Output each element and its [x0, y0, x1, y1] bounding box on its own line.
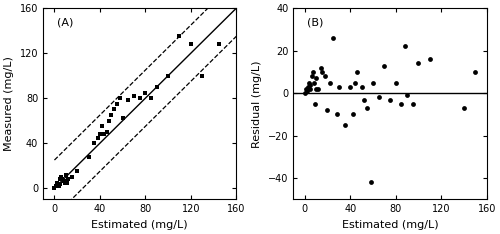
Point — [304, 85, 312, 89]
X-axis label: Estimated (mg/L): Estimated (mg/L) — [92, 220, 188, 230]
Point — [380, 64, 388, 67]
Point — [116, 96, 124, 100]
Point — [124, 99, 132, 102]
Point — [113, 102, 121, 106]
Point — [414, 62, 422, 65]
Point — [52, 181, 60, 184]
Point — [329, 36, 337, 40]
Point — [55, 184, 63, 188]
Y-axis label: Residual (mg/L): Residual (mg/L) — [252, 60, 262, 148]
Point — [460, 106, 468, 110]
Point — [303, 89, 311, 93]
Point — [348, 113, 356, 116]
Point — [401, 44, 409, 48]
Point — [312, 87, 320, 91]
Point — [301, 91, 309, 95]
Point — [324, 108, 332, 112]
Point — [102, 130, 110, 134]
Point — [318, 70, 326, 74]
X-axis label: Estimated (mg/L): Estimated (mg/L) — [342, 220, 438, 230]
Y-axis label: Measured (mg/L): Measured (mg/L) — [4, 56, 14, 151]
Point — [84, 155, 92, 159]
Text: (B): (B) — [307, 18, 324, 28]
Point — [98, 124, 106, 128]
Point — [346, 85, 354, 89]
Point — [56, 177, 64, 181]
Point — [353, 70, 361, 74]
Point — [68, 175, 76, 179]
Point — [198, 74, 206, 77]
Point — [366, 181, 374, 184]
Point — [153, 85, 161, 89]
Point — [105, 119, 113, 123]
Point — [136, 96, 143, 100]
Point — [108, 113, 116, 117]
Point — [176, 34, 184, 38]
Point — [147, 96, 155, 100]
Point — [142, 91, 150, 94]
Point — [311, 102, 319, 106]
Point — [100, 132, 108, 136]
Point — [58, 175, 66, 179]
Point — [426, 57, 434, 61]
Point — [90, 141, 98, 145]
Point — [364, 106, 372, 110]
Point — [164, 74, 172, 77]
Point — [130, 94, 138, 98]
Point — [326, 81, 334, 84]
Point — [60, 179, 68, 183]
Point — [360, 98, 368, 101]
Point — [54, 183, 62, 187]
Point — [335, 85, 343, 89]
Point — [340, 123, 348, 127]
Point — [312, 77, 320, 80]
Point — [64, 177, 72, 181]
Point — [63, 181, 71, 184]
Point — [62, 173, 70, 176]
Point — [398, 102, 406, 106]
Point — [110, 108, 118, 111]
Point — [60, 181, 68, 184]
Point — [308, 74, 316, 78]
Point — [403, 93, 411, 97]
Point — [314, 87, 322, 91]
Point — [310, 81, 318, 84]
Point — [358, 85, 366, 89]
Point — [50, 186, 58, 190]
Point — [306, 87, 314, 91]
Point — [332, 113, 340, 116]
Point — [73, 169, 81, 173]
Point — [52, 184, 60, 188]
Point — [306, 83, 314, 87]
Point — [472, 70, 480, 74]
Point — [369, 81, 377, 84]
Point — [409, 102, 417, 106]
Point — [321, 74, 329, 78]
Point — [96, 132, 104, 136]
Point — [386, 98, 394, 101]
Point — [302, 87, 310, 91]
Point — [308, 70, 316, 74]
Point — [374, 95, 382, 99]
Point — [216, 42, 224, 46]
Point — [187, 42, 195, 46]
Point — [94, 136, 102, 139]
Point — [392, 81, 400, 84]
Point — [316, 66, 324, 69]
Point — [56, 182, 64, 186]
Text: (A): (A) — [56, 18, 73, 28]
Point — [58, 177, 66, 181]
Point — [351, 81, 359, 84]
Point — [306, 81, 314, 84]
Point — [118, 117, 126, 120]
